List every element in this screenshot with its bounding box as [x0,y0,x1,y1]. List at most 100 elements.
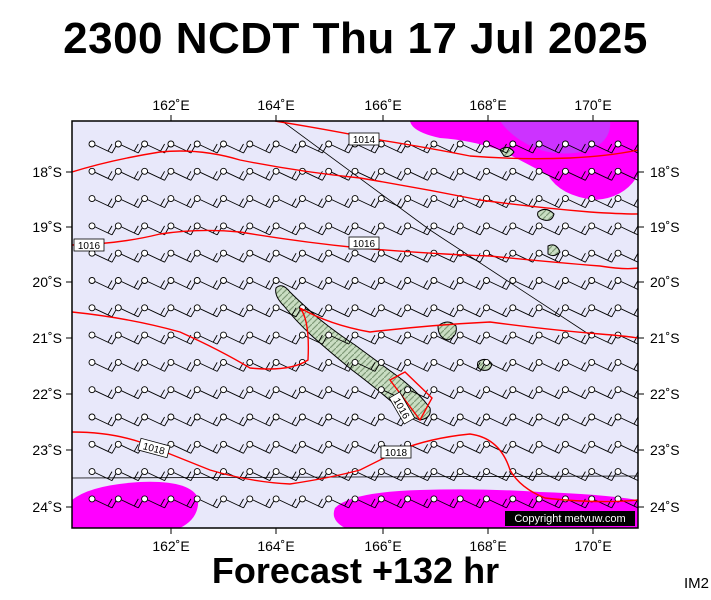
wind-barb [252,362,275,372]
lon-label-bottom-164: 164˚E [257,538,294,554]
wind-barb [568,143,590,154]
station-circle [614,468,622,476]
wind-barb [94,307,117,318]
wind-barb [278,307,301,318]
station-circle [351,222,359,230]
station-circle [167,413,175,421]
station-circle [535,331,543,339]
svg-text:Copyright metvuw.com: Copyright metvuw.com [514,513,625,525]
wind-barb [436,362,459,372]
wind-barb [200,280,222,290]
wind-barb [226,498,248,509]
station-circle [246,140,254,148]
station-circle [246,304,254,312]
wind-barb [594,389,617,400]
wind-barb [541,444,564,454]
wind-barb [121,307,143,318]
station-circle [114,277,122,284]
station-circle [430,358,438,366]
wind-barb [121,171,143,181]
station-circle [114,331,122,339]
wind-barb [200,389,222,400]
station-circle [509,440,517,448]
station-circle [430,222,438,230]
wind-barb [94,143,117,154]
wind-barb [331,252,354,263]
station-circle [351,249,359,257]
station-circle [272,167,280,175]
wind-barb [331,198,354,209]
wind-barb [489,362,511,372]
station-circle [141,167,149,175]
station-circle [614,304,622,312]
wind-barb [305,362,327,372]
station-circle [298,249,306,257]
wind-barb [410,362,432,372]
wind-barb [515,334,538,345]
wind-barb [463,307,485,318]
wind-barb [541,280,564,290]
wind-barb [94,444,117,454]
station-circle [588,304,596,312]
station-circle [535,277,543,284]
station-circle [141,358,149,366]
wind-barb [305,498,327,509]
station-circle [456,277,464,284]
wind-barb [410,280,432,290]
station-circle [141,249,149,257]
wind-barb [463,143,485,154]
island-north-2 [547,244,561,257]
wind-barb [278,171,301,181]
station-circle [535,167,543,175]
wind-barb [541,225,564,236]
wind-barb [278,389,301,400]
station-circle [88,167,96,175]
station-circle [325,140,333,148]
isobar-label-1018-west: 1018 [137,437,171,459]
station-circle [456,304,464,312]
station-circle [246,331,254,339]
wind-barb [173,416,196,427]
svg-text:1016: 1016 [78,241,101,252]
wind-barb [410,252,432,263]
station-circle [561,140,569,148]
station-circle [377,386,385,394]
station-circle [588,277,596,284]
lat-label-left-20: 20˚S [32,274,62,290]
isobar-1014-a [274,121,638,160]
station-circle [272,195,280,203]
station-circle [483,468,490,476]
lat-label-right-19: 19˚S [650,219,680,235]
track-line-diagonal [281,121,591,336]
station-circle [193,249,201,257]
wind-barb [226,252,248,263]
station-circle [456,386,464,394]
station-circle [509,358,517,366]
wind-barb [173,444,196,454]
wind-barb [410,416,432,427]
wind-barb [357,198,380,209]
wind-barb [594,171,617,181]
wind-barb [94,498,117,509]
wind-barb [568,225,590,236]
station-circle [167,386,175,394]
wind-barb [226,444,248,454]
wind-barb [173,498,196,509]
map-frame [71,120,639,529]
wind-barb [436,171,459,181]
station-circle [114,222,122,230]
wind-barb [252,307,275,318]
station-circle [561,358,569,366]
wind-barb [200,307,222,318]
wind-barb [436,444,459,454]
station-circle [430,468,438,476]
station-circle [588,358,596,366]
station-circle [167,495,175,503]
station-circle [114,140,122,148]
station-circle [141,413,149,421]
station-circle [167,304,175,312]
station-circle [220,358,227,366]
wind-barb [226,334,248,345]
station-circle [220,440,227,448]
station-circle [220,222,227,230]
